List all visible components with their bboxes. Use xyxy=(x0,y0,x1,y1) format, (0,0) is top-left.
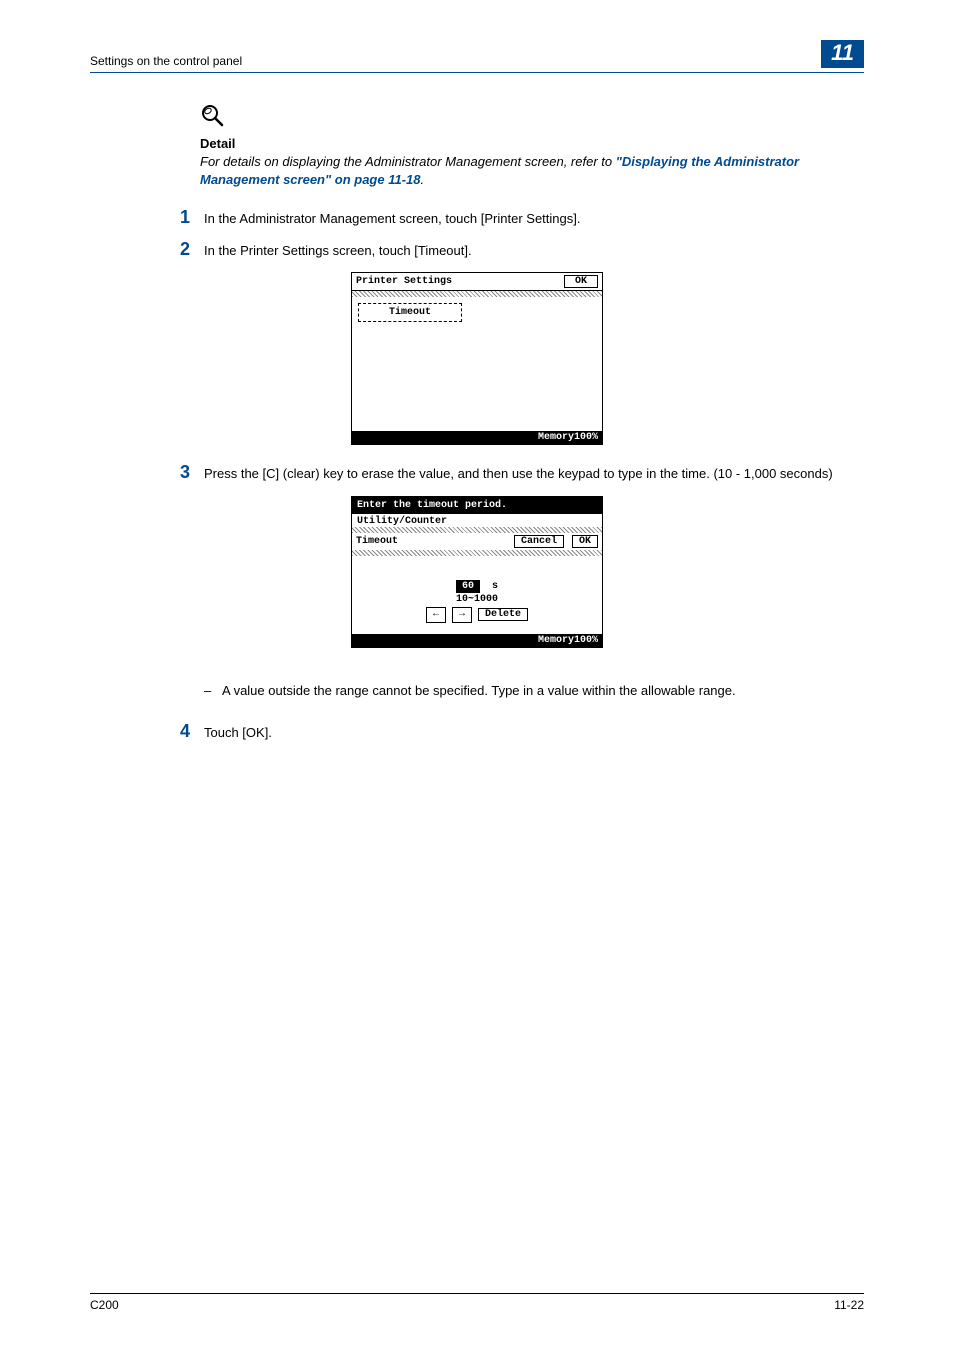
note-row: – A value outside the range cannot be sp… xyxy=(204,682,864,700)
step-3: 3 Press the [C] (clear) key to erase the… xyxy=(90,463,864,483)
timeout-range: 10~1000 xyxy=(352,594,602,605)
document-page: Settings on the control panel 11 Detail … xyxy=(0,0,954,1350)
timeout-unit: s xyxy=(492,581,498,592)
cancel-button[interactable]: Cancel xyxy=(514,535,564,548)
detail-text: For details on displaying the Administra… xyxy=(200,153,864,188)
ok-button[interactable]: OK xyxy=(572,535,598,548)
page-footer: C200 11-22 xyxy=(90,1293,864,1312)
memory-status: Memory100% xyxy=(352,634,602,647)
detail-prefix: For details on displaying the Administra… xyxy=(200,154,616,169)
magnifier-icon xyxy=(200,103,864,134)
step-number: 2 xyxy=(150,240,190,260)
step-4: 4 Touch [OK]. xyxy=(90,722,864,742)
page-header: Settings on the control panel 11 xyxy=(90,40,864,73)
step-number: 1 xyxy=(150,208,190,228)
step-number: 3 xyxy=(150,463,190,483)
screenshot-title: Printer Settings xyxy=(356,276,452,287)
section-title: Settings on the control panel xyxy=(90,54,242,68)
footer-page: 11-22 xyxy=(834,1298,864,1312)
timeout-entry-screenshot: Enter the timeout period. Utility/Counte… xyxy=(351,496,603,648)
right-arrow-icon[interactable]: → xyxy=(452,607,472,623)
printer-settings-screenshot: Printer Settings OK Timeout Memory100% xyxy=(351,272,603,445)
step-2: 2 In the Printer Settings screen, touch … xyxy=(90,240,864,260)
timeout-bar: Timeout Cancel OK xyxy=(352,533,602,550)
memory-status: Memory100% xyxy=(352,431,602,444)
screenshot-body: Timeout xyxy=(352,297,602,431)
ok-button[interactable]: OK xyxy=(564,275,598,288)
step-text: In the Administrator Management screen, … xyxy=(204,208,864,228)
footer-model: C200 xyxy=(90,1298,119,1312)
step-text: Touch [OK]. xyxy=(204,722,864,742)
delete-button[interactable]: Delete xyxy=(478,608,528,621)
button-group: Cancel OK xyxy=(512,535,598,548)
screenshot-titlebar: Printer Settings OK xyxy=(352,273,602,291)
prompt-bar: Enter the timeout period. xyxy=(352,497,602,514)
timeout-button[interactable]: Timeout xyxy=(358,303,462,322)
detail-heading: Detail xyxy=(200,136,864,151)
timeout-label: Timeout xyxy=(356,536,398,547)
note-text: A value outside the range cannot be spec… xyxy=(222,682,736,700)
step-text: Press the [C] (clear) key to erase the v… xyxy=(204,463,864,483)
step-number: 4 xyxy=(150,722,190,742)
left-arrow-icon[interactable]: ← xyxy=(426,607,446,623)
entry-body: 60 s 10~1000 ← → Delete xyxy=(352,556,602,634)
detail-block: Detail For details on displaying the Adm… xyxy=(200,103,864,188)
step-3-note: – A value outside the range cannot be sp… xyxy=(90,666,864,710)
timeout-value: 60 xyxy=(456,580,480,593)
step-text: In the Printer Settings screen, touch [T… xyxy=(204,240,864,260)
step-1: 1 In the Administrator Management screen… xyxy=(90,208,864,228)
chapter-number: 11 xyxy=(821,40,864,68)
arrow-row: ← → Delete xyxy=(352,607,602,623)
detail-suffix: . xyxy=(421,172,425,187)
dash-bullet: – xyxy=(204,682,222,700)
utility-label: Utility/Counter xyxy=(352,514,602,527)
